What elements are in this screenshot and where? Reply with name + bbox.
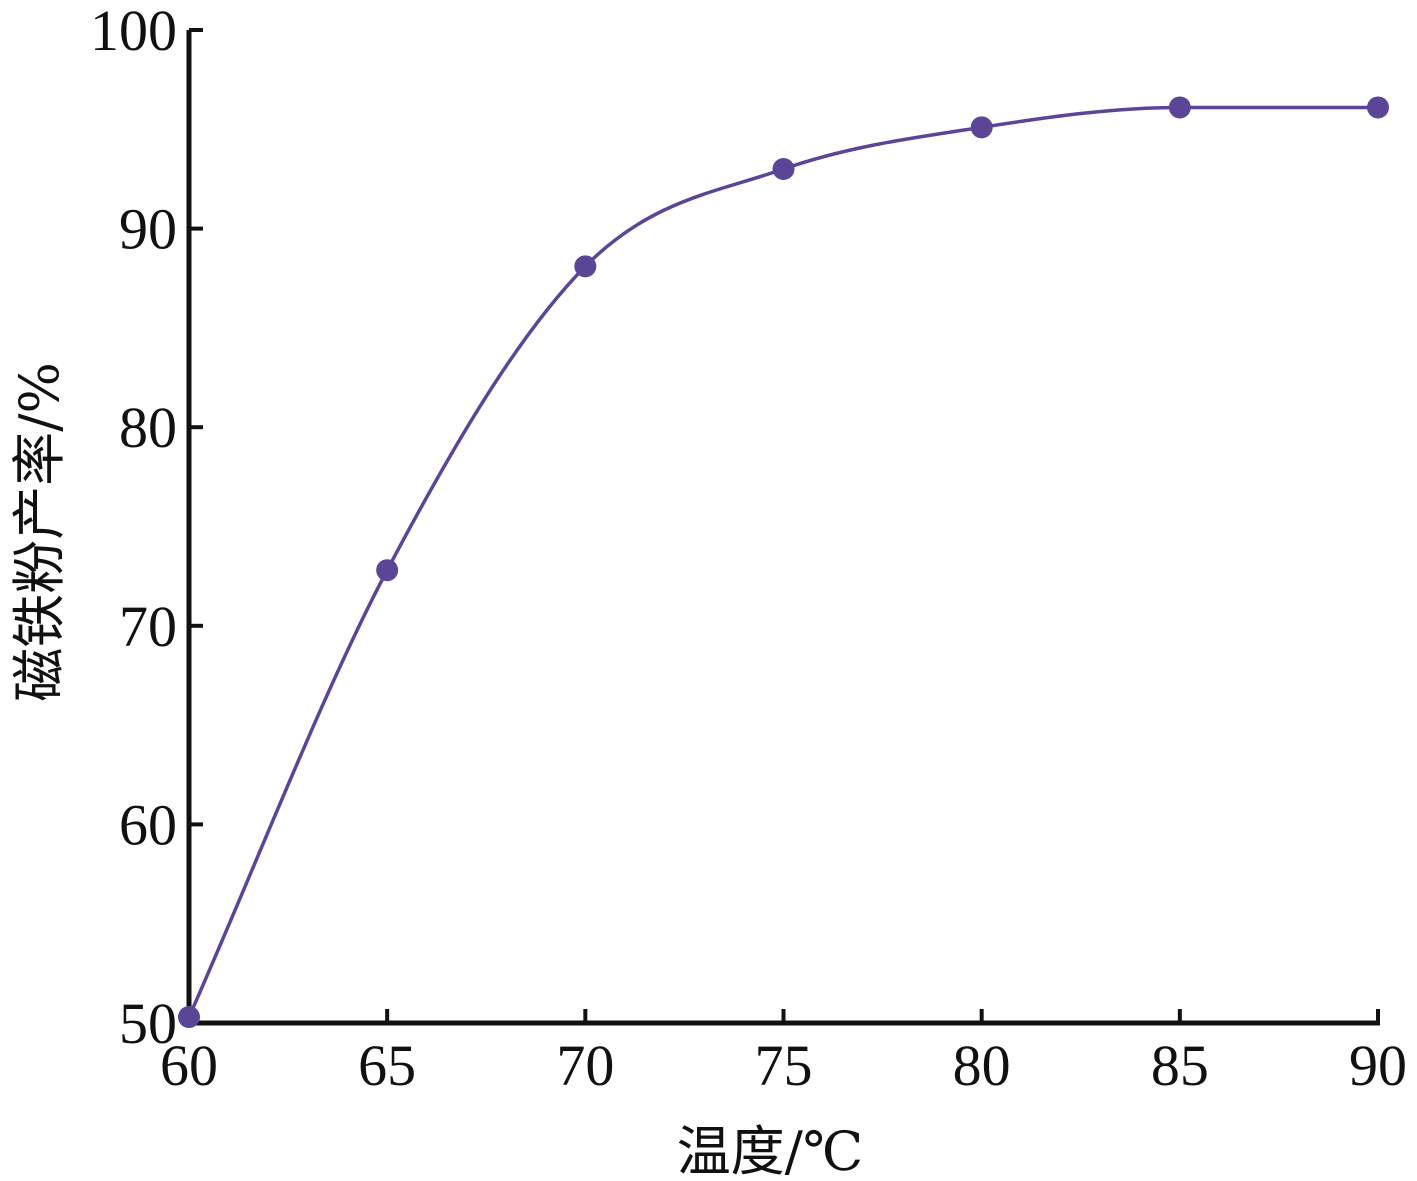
x-tick-label: 80	[953, 1033, 1011, 1098]
y-tick-label: 100	[90, 0, 177, 63]
x-axis-title: 温度/℃	[677, 1120, 864, 1181]
x-tick-label: 70	[556, 1033, 614, 1098]
data-point	[1168, 96, 1191, 119]
data-point	[772, 158, 795, 181]
y-tick-label: 50	[119, 991, 177, 1056]
x-tick-label: 85	[1151, 1033, 1209, 1098]
y-tick-label: 90	[119, 197, 177, 262]
data-point	[178, 1006, 200, 1029]
x-tick-label: 65	[358, 1033, 416, 1098]
x-tick-label: 90	[1349, 1033, 1407, 1098]
x-tick-label: 75	[755, 1033, 813, 1098]
plot-area	[178, 96, 1389, 1029]
y-tick-label: 80	[119, 395, 177, 460]
x-tick-label: 60	[160, 1033, 218, 1098]
y-axis-title: 磁铁粉产率/%	[8, 362, 71, 702]
data-point	[376, 559, 399, 582]
data-point	[1367, 96, 1389, 119]
y-tick-label: 70	[119, 594, 177, 659]
y-tick-label: 60	[119, 792, 177, 857]
data-point	[574, 255, 597, 278]
series-line	[187, 105, 1378, 1018]
data-point	[970, 116, 993, 139]
